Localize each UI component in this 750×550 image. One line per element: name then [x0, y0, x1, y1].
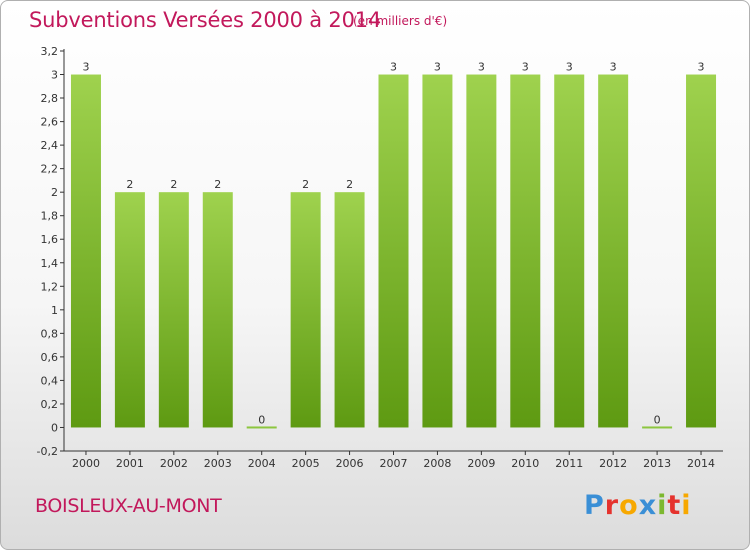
- bar: [422, 74, 453, 428]
- bar: [378, 74, 409, 428]
- x-tick-label: 2006: [336, 457, 364, 470]
- data-label: 2: [170, 178, 177, 191]
- y-tick-label: 2,2: [41, 163, 59, 176]
- x-tick-label: 2009: [467, 457, 495, 470]
- y-tick-label: 2,8: [41, 92, 59, 105]
- y-tick-label: 1,6: [41, 233, 59, 246]
- data-label: 3: [610, 61, 617, 74]
- bar: [290, 192, 321, 428]
- x-tick-label: 2000: [72, 457, 100, 470]
- x-tick-label: 2003: [204, 457, 232, 470]
- y-tick-label: 1,8: [41, 210, 59, 223]
- data-label: 2: [126, 178, 133, 191]
- x-tick-label: 2007: [380, 457, 408, 470]
- x-tick-label: 2014: [687, 457, 715, 470]
- data-label: 3: [698, 61, 705, 74]
- bar: [598, 74, 629, 428]
- bar: [70, 74, 101, 428]
- bar: [114, 192, 145, 428]
- data-label: 3: [478, 61, 485, 74]
- y-tick-label: 2,6: [41, 116, 59, 129]
- bar: [686, 74, 717, 428]
- data-label: 3: [390, 61, 397, 74]
- x-tick-label: 2013: [643, 457, 671, 470]
- town-name: BOISLEUX-AU-MONT: [35, 495, 222, 517]
- y-tick-label: 2: [51, 186, 58, 199]
- bar: [466, 74, 497, 428]
- bar: [158, 192, 189, 428]
- y-tick-label: 3: [51, 69, 58, 82]
- chart-unit: (en milliers d'€): [353, 14, 448, 28]
- y-tick-label: 0,4: [41, 374, 59, 387]
- data-label: 0: [654, 413, 661, 426]
- y-tick-label: 1,4: [41, 257, 59, 270]
- data-label: 3: [522, 61, 529, 74]
- data-label: 3: [82, 61, 89, 74]
- y-tick-label: 1: [51, 304, 58, 317]
- data-label: 2: [302, 178, 309, 191]
- data-label: 3: [566, 61, 573, 74]
- bar: [334, 192, 365, 428]
- x-tick-label: 2012: [599, 457, 627, 470]
- x-tick-label: 2008: [423, 457, 451, 470]
- data-label: 2: [346, 178, 353, 191]
- data-label: 0: [258, 413, 265, 426]
- proxiti-logo: Proxiti: [584, 490, 692, 521]
- bar: [554, 74, 585, 428]
- y-tick-label: 1,2: [41, 280, 59, 293]
- y-tick-label: 2,4: [41, 139, 59, 152]
- x-tick-label: 2010: [511, 457, 539, 470]
- y-tick-label: 3,2: [41, 45, 59, 58]
- y-tick-label: 0,8: [41, 327, 59, 340]
- x-tick-label: 2011: [555, 457, 583, 470]
- y-tick-label: 0: [51, 421, 58, 434]
- data-label: 2: [214, 178, 221, 191]
- y-tick-label: -0,2: [37, 445, 58, 458]
- x-tick-label: 2004: [248, 457, 276, 470]
- bar: [642, 426, 673, 429]
- data-label: 3: [434, 61, 441, 74]
- y-tick-label: 0,6: [41, 351, 59, 364]
- chart-title: Subventions Versées 2000 à 2014: [29, 8, 382, 32]
- bar: [202, 192, 233, 428]
- x-tick-label: 2001: [116, 457, 144, 470]
- x-tick-label: 2002: [160, 457, 188, 470]
- x-tick-label: 2005: [292, 457, 320, 470]
- bar: [510, 74, 541, 428]
- bar: [246, 426, 277, 429]
- y-tick-label: 0,2: [41, 398, 59, 411]
